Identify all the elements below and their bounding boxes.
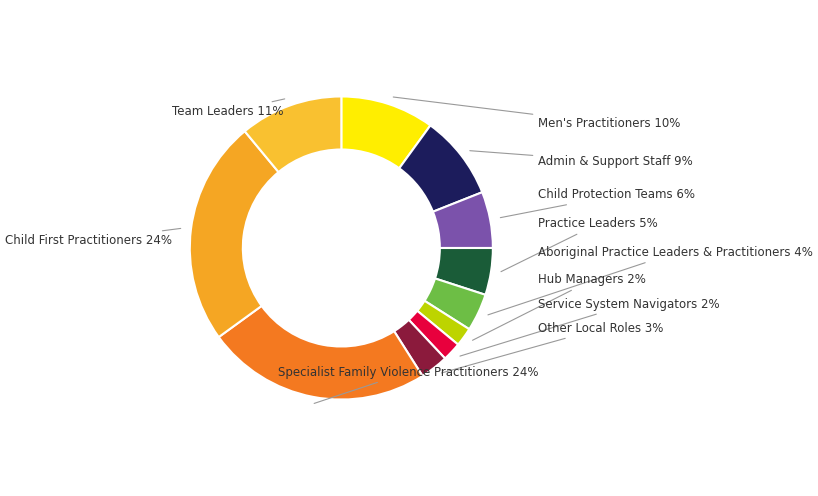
Text: Team Leaders 11%: Team Leaders 11% — [173, 99, 285, 118]
Wedge shape — [409, 311, 458, 359]
Text: Men's Practitioners 10%: Men's Practitioners 10% — [393, 97, 681, 130]
Wedge shape — [190, 131, 279, 337]
Wedge shape — [417, 301, 470, 345]
Wedge shape — [218, 306, 423, 400]
Wedge shape — [245, 96, 341, 172]
Text: Child First Practitioners 24%: Child First Practitioners 24% — [5, 229, 181, 247]
Wedge shape — [435, 248, 493, 295]
Wedge shape — [341, 96, 430, 168]
Wedge shape — [394, 320, 445, 376]
Wedge shape — [399, 125, 483, 212]
Text: Practice Leaders 5%: Practice Leaders 5% — [501, 217, 658, 272]
Text: Aboriginal Practice Leaders & Practitioners 4%: Aboriginal Practice Leaders & Practition… — [488, 246, 813, 315]
Text: Other Local Roles 3%: Other Local Roles 3% — [442, 322, 663, 373]
Wedge shape — [425, 278, 485, 329]
Text: Service System Navigators 2%: Service System Navigators 2% — [460, 298, 720, 356]
Text: Admin & Support Staff 9%: Admin & Support Staff 9% — [470, 151, 693, 168]
Text: Child Protection Teams 6%: Child Protection Teams 6% — [501, 188, 695, 218]
Text: Hub Managers 2%: Hub Managers 2% — [473, 273, 646, 340]
Text: Specialist Family Violence Practitioners 24%: Specialist Family Violence Practitioners… — [277, 366, 538, 403]
Wedge shape — [433, 192, 493, 248]
